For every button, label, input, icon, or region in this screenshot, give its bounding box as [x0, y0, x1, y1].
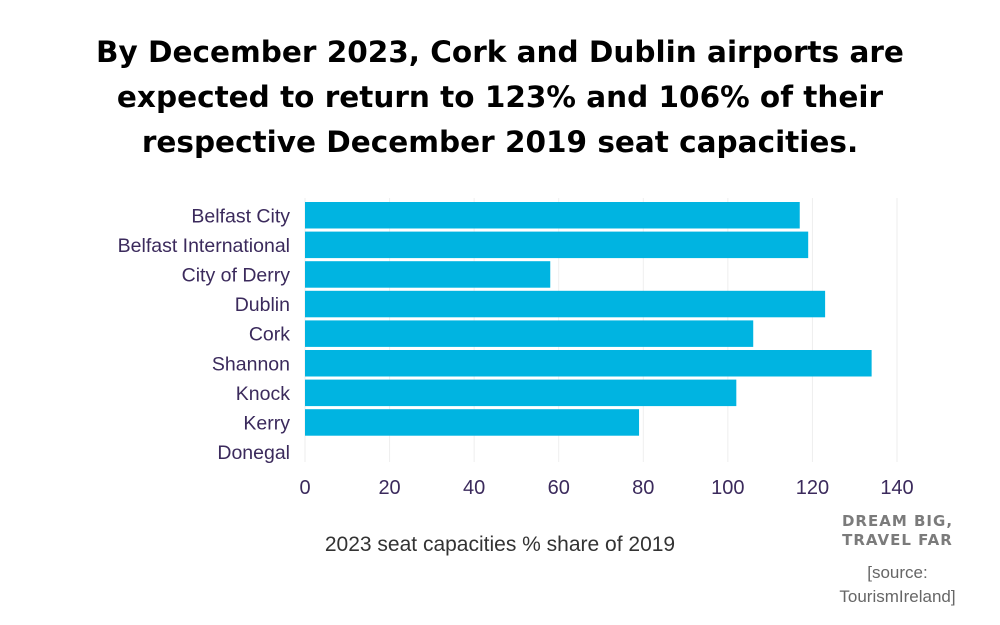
- bars: [305, 202, 872, 436]
- brand-watermark: DREAM BIG, TRAVEL FAR: [820, 512, 975, 550]
- brand-line-1: DREAM BIG,: [841, 512, 954, 530]
- x-tick-label: 0: [299, 477, 310, 499]
- category-label: Cork: [249, 324, 290, 346]
- bar-belfast-international: [305, 231, 809, 259]
- brand-line-2: TRAVEL FAR: [842, 531, 953, 549]
- bar-chart: Belfast City Belfast International City of…: [118, 198, 914, 499]
- bar-cork: [305, 320, 754, 347]
- category-label: Kerry: [243, 412, 290, 434]
- x-tick-label: 100: [711, 477, 744, 499]
- x-tick-label: 120: [796, 477, 829, 499]
- bar-kerry: [305, 409, 640, 436]
- x-tick-label: 140: [880, 477, 913, 499]
- source-line-1: [source:: [867, 563, 928, 582]
- category-labels: Belfast City Belfast International City of…: [118, 205, 291, 464]
- source-note: [source: TourismIreland]: [815, 561, 980, 609]
- category-label: Dublin: [235, 294, 290, 316]
- x-tick-label: 20: [378, 477, 400, 499]
- chart-title: By December 2023, Cork and Dublin airpor…: [96, 35, 904, 159]
- x-tick-label: 60: [548, 477, 570, 499]
- bar-city-of-derry: [305, 261, 551, 288]
- x-axis-label: 2023 seat capacities % share of 2019: [324, 533, 676, 556]
- x-tick-label: 40: [463, 477, 485, 499]
- category-label: Knock: [236, 383, 290, 405]
- bar-belfast-city: [305, 202, 800, 229]
- bar-dublin: [305, 290, 826, 318]
- category-label: Donegal: [217, 442, 290, 464]
- category-label: Shannon: [212, 353, 290, 375]
- category-label: Belfast City: [191, 205, 290, 227]
- bar-shannon: [305, 350, 872, 377]
- category-label: City of Derry: [182, 264, 291, 286]
- x-tick-label: 80: [632, 477, 654, 499]
- bar-knock: [305, 379, 737, 407]
- category-label: Belfast International: [118, 235, 290, 257]
- source-line-2: TourismIreland]: [839, 587, 956, 606]
- x-axis-ticks: 0 20 40 60 80 100 120 140: [299, 477, 913, 499]
